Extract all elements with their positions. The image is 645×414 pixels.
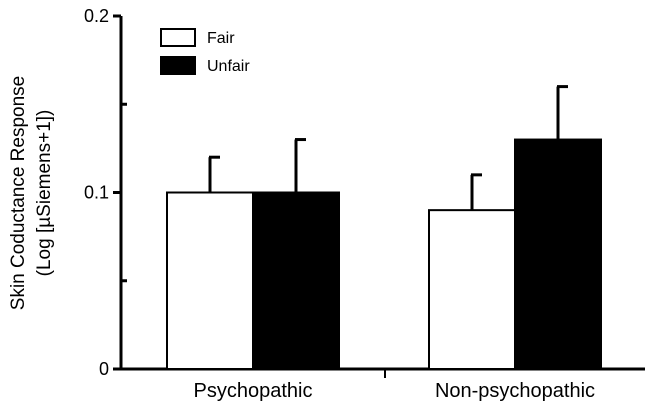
x-category-label: Non-psychopathic <box>435 380 595 402</box>
legend: Fair Unfair <box>160 28 250 75</box>
bar-fair-psychopathic <box>166 191 254 370</box>
y-axis-label-line: (Log [µSiemens+1]) <box>34 110 55 277</box>
y-axis-label-line: Skin Coductance Response <box>8 76 29 310</box>
bars <box>166 138 602 370</box>
bar-unfair-non-psychopathic <box>514 138 602 370</box>
legend-label-unfair: Unfair <box>207 58 250 75</box>
legend-label-fair: Fair <box>207 30 235 47</box>
legend-swatch-fair <box>160 28 196 47</box>
y-tick-label: 0.2 <box>84 6 109 26</box>
legend-swatch-unfair <box>160 56 196 75</box>
bar-fair-non-psychopathic <box>428 209 516 370</box>
tick-labels: 0 0.1 0.2 Psychopathic Non-psychopathic <box>84 6 595 402</box>
y-tick-label: 0.1 <box>84 183 109 203</box>
y-axis-label: Skin Coductance Response (Log [µSiemens+1… <box>8 76 55 310</box>
error-bars <box>208 85 568 211</box>
x-category-label: Psychopathic <box>194 380 313 402</box>
y-tick-label: 0 <box>99 359 109 379</box>
bar-unfair-psychopathic <box>252 191 340 370</box>
